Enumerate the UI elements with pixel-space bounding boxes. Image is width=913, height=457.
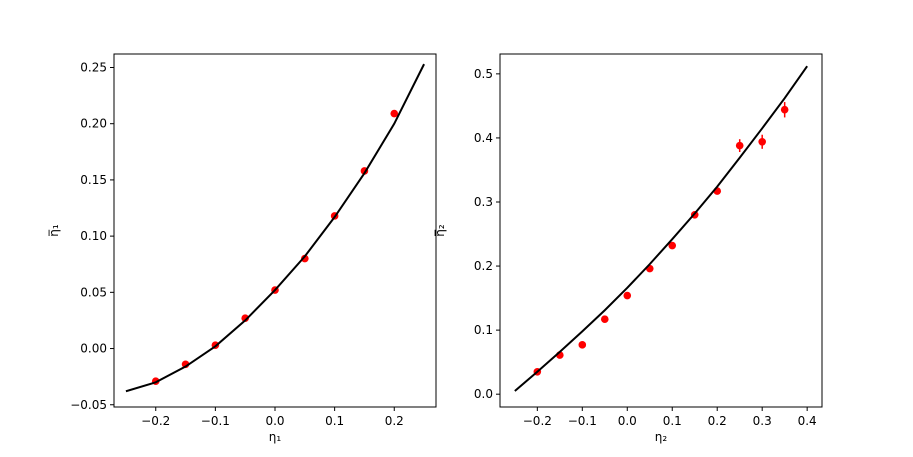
y-tick-label: 0.0 bbox=[474, 387, 493, 401]
y-tick-label: 0.25 bbox=[80, 60, 107, 74]
y-tick-label: −0.05 bbox=[70, 398, 107, 412]
x-tick-label: −0.2 bbox=[141, 414, 170, 428]
x-tick-label: 0.0 bbox=[265, 414, 284, 428]
y-tick-label: 0.15 bbox=[80, 173, 107, 187]
data-point bbox=[301, 254, 309, 263]
y-tick-label: 0.3 bbox=[474, 195, 493, 209]
x-tick-label: 0.4 bbox=[798, 414, 817, 428]
x-axis-label: η₁ bbox=[269, 430, 282, 444]
y-tick-label: 0.4 bbox=[474, 131, 493, 145]
x-tick-label: −0.1 bbox=[201, 414, 230, 428]
y-axis-label: η̅₂ bbox=[433, 224, 447, 237]
x-tick-label: 0.2 bbox=[385, 414, 404, 428]
x-tick-label: −0.2 bbox=[523, 414, 552, 428]
y-tick-label: 0.2 bbox=[474, 259, 493, 273]
plot-frame bbox=[113, 53, 437, 408]
y-tick-label: 0.00 bbox=[80, 342, 107, 356]
y-tick-label: 0.05 bbox=[80, 285, 107, 299]
data-point bbox=[780, 105, 789, 114]
x-tick-label: 0.1 bbox=[325, 414, 344, 428]
fit-curve bbox=[125, 63, 425, 393]
left-scatter-panel: −0.2 −0.1 0.0 0.1 0.2 −0.05 0.00 0.05 0.10 0.15 0.… bbox=[47, 53, 437, 444]
data-point bbox=[623, 291, 632, 300]
data-point bbox=[390, 109, 399, 118]
data-point bbox=[578, 341, 587, 349]
right-scatter-panel: −0.2 −0.1 0.0 0.1 0.2 0.3 0.4 0.0 0.1 0.2 0.3 0.4 0.… bbox=[433, 53, 823, 444]
data-point bbox=[758, 137, 766, 146]
x-tick-label: −0.1 bbox=[568, 414, 597, 428]
y-tick-label: 0.1 bbox=[474, 323, 493, 337]
y-tick-label: 0.20 bbox=[80, 117, 107, 131]
y-tick-label: 0.5 bbox=[474, 67, 493, 81]
data-point bbox=[241, 314, 249, 322]
plot-frame bbox=[499, 53, 823, 408]
x-axis-label: η₂ bbox=[655, 430, 668, 444]
x-tick-label: 0.0 bbox=[618, 414, 637, 428]
y-axis-label: η̅₁ bbox=[47, 224, 61, 237]
fit-curve bbox=[514, 65, 808, 392]
x-tick-label: 0.1 bbox=[663, 414, 682, 428]
data-point bbox=[600, 315, 609, 324]
x-tick-label: 0.3 bbox=[753, 414, 772, 428]
y-tick-label: 0.10 bbox=[80, 229, 107, 243]
data-point bbox=[735, 141, 744, 150]
x-tick-label: 0.2 bbox=[708, 414, 727, 428]
data-point bbox=[668, 241, 677, 250]
